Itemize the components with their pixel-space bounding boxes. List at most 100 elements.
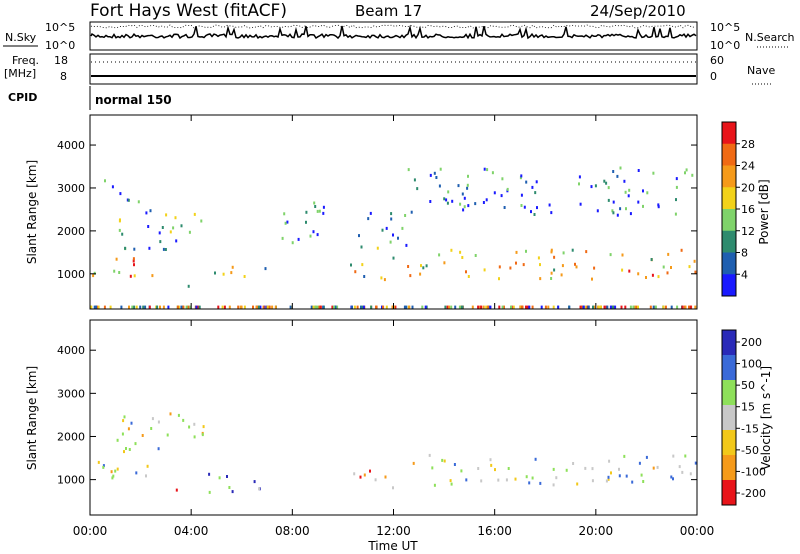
data-cell <box>550 248 553 252</box>
data-cell <box>525 249 527 253</box>
data-cell <box>281 236 284 240</box>
data-cell <box>180 305 183 309</box>
data-cell <box>223 305 226 309</box>
data-cell <box>439 167 442 171</box>
data-cell <box>635 305 638 309</box>
data-cell <box>380 276 383 280</box>
data-cell <box>609 253 612 257</box>
noise-sky-line <box>90 24 697 40</box>
data-cell <box>169 230 172 234</box>
data-cell <box>670 475 673 479</box>
data-cell <box>435 176 438 179</box>
data-cell <box>102 464 105 468</box>
data-cell <box>485 305 488 309</box>
data-cell <box>258 487 261 491</box>
data-cell <box>412 461 415 465</box>
data-cell <box>526 305 529 309</box>
data-cell <box>451 199 454 203</box>
data-cell <box>103 305 106 309</box>
x-tick-label: 04:00 <box>174 524 209 538</box>
data-cell <box>612 305 615 309</box>
data-cell <box>443 197 446 201</box>
data-cell <box>208 472 211 476</box>
data-cell <box>151 274 154 278</box>
data-cell <box>498 265 501 269</box>
colorbar-tick-label: -200 <box>741 487 766 500</box>
data-cell <box>555 476 558 480</box>
colorbar-segment <box>722 143 736 166</box>
data-cell <box>503 305 505 309</box>
freq-tick-top: 18 <box>54 54 68 67</box>
data-cell <box>539 277 542 281</box>
data-cell <box>142 305 145 309</box>
nave-tick-bottom: 0 <box>710 70 717 83</box>
data-cell <box>390 212 393 216</box>
data-cell <box>627 194 630 198</box>
data-cell <box>314 205 317 208</box>
data-cell <box>305 220 307 224</box>
data-cell <box>336 305 339 309</box>
data-cell <box>381 305 383 309</box>
data-cell <box>394 305 397 309</box>
data-cell <box>169 412 172 416</box>
power-panel-frame <box>89 114 698 310</box>
data-cell <box>443 261 446 265</box>
data-cell <box>228 305 231 309</box>
station-title: Fort Hays West (fitACF) <box>90 1 287 21</box>
data-cell <box>428 453 431 457</box>
colorbar-segment <box>722 187 736 210</box>
colorbar-tick-label: 100 <box>741 358 762 371</box>
data-cell <box>110 470 113 474</box>
data-cell <box>501 177 504 181</box>
data-cell <box>494 468 496 472</box>
data-cell <box>637 305 639 309</box>
data-cell <box>506 187 509 191</box>
data-cell <box>645 276 647 279</box>
data-cell <box>189 305 192 309</box>
data-cell <box>266 305 269 309</box>
data-cell <box>646 191 649 195</box>
data-cell <box>201 433 204 437</box>
data-cell <box>450 482 453 486</box>
data-cell <box>354 270 357 274</box>
colorbar-segment <box>722 330 736 356</box>
data-cell <box>550 250 553 254</box>
data-cell <box>177 413 180 417</box>
data-cell <box>654 305 657 309</box>
data-cell <box>166 433 169 437</box>
data-cell <box>362 305 365 309</box>
data-cell <box>115 257 118 261</box>
data-cell <box>463 196 466 200</box>
data-cell <box>200 219 203 223</box>
data-cell <box>135 305 138 309</box>
data-cell <box>369 469 371 473</box>
data-cell <box>483 167 486 171</box>
data-cell <box>162 305 165 309</box>
data-cell <box>174 216 177 220</box>
data-cell <box>187 284 190 288</box>
nsky-label: N.Sky <box>5 31 37 44</box>
data-cell <box>607 477 610 481</box>
data-cell <box>493 191 496 195</box>
data-cell <box>611 209 614 213</box>
data-cell <box>157 420 160 424</box>
data-cell <box>498 305 501 309</box>
colorbar-segment <box>722 252 736 275</box>
data-cell <box>507 467 510 470</box>
data-cell <box>465 478 468 482</box>
data-cell <box>148 305 151 309</box>
data-cell <box>501 305 504 309</box>
data-cell <box>358 234 360 238</box>
data-cell <box>642 204 644 208</box>
data-cell <box>392 233 394 237</box>
data-cell <box>552 467 555 471</box>
data-cell <box>482 305 485 309</box>
data-cell <box>93 305 96 309</box>
data-cell <box>688 305 690 309</box>
data-cell <box>580 305 583 309</box>
data-cell <box>360 245 363 249</box>
data-cell <box>670 266 672 269</box>
data-cell <box>645 455 648 459</box>
data-cell <box>624 305 627 309</box>
data-cell <box>536 206 538 210</box>
